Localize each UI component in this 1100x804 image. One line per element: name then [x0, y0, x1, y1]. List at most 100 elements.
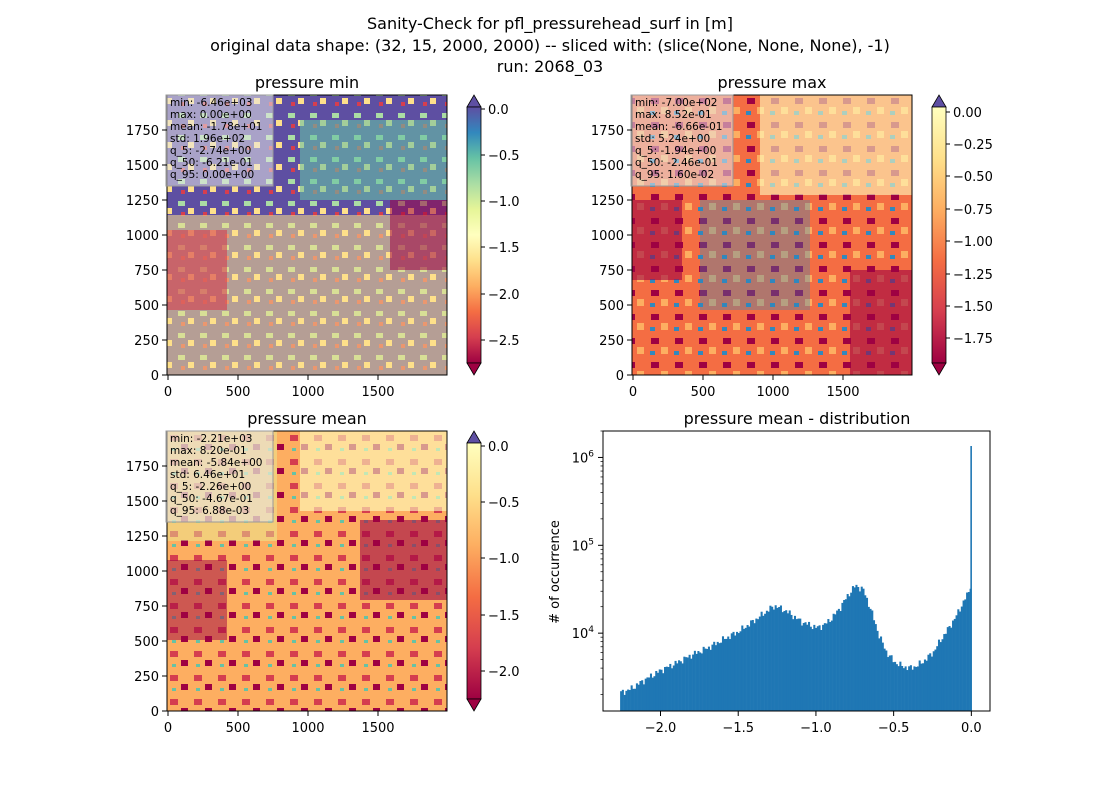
hist-bar [878, 638, 881, 711]
y-tick-label: 1750 [126, 460, 159, 475]
y-tick-label: 500 [134, 635, 159, 650]
colorbar-tick-label: −0.75 [953, 203, 993, 218]
hist-bar [808, 621, 811, 711]
x-axis: 0 500 1000 1500 [164, 711, 395, 736]
hist-bar [902, 668, 905, 711]
hist-bar [637, 684, 640, 711]
y-tick-label: 1250 [126, 530, 159, 545]
hist-bar [678, 660, 681, 711]
hist-bar [873, 620, 876, 711]
hist-bar [850, 592, 853, 711]
stat-line: mean: -6.66e-01 [635, 121, 722, 133]
y-tick-label: 0 [616, 369, 624, 384]
hist-bar [937, 639, 941, 711]
hist-bar [641, 680, 644, 711]
hist-bar [772, 609, 775, 711]
hist-y-tick-label: 106 [572, 449, 595, 466]
hist-bar [871, 610, 874, 711]
hist-bar [952, 620, 955, 711]
hist-bar [664, 667, 667, 711]
hist-x-tick-label: −1.0 [800, 721, 832, 736]
x-axis: 0 500 1000 1500 [164, 375, 395, 400]
hist-bar [674, 660, 677, 711]
hist-bar [776, 607, 779, 711]
colorbar-tick-label: −2.5 [488, 334, 520, 349]
hist-bar [880, 636, 883, 711]
hist-bar [697, 651, 700, 711]
hist-bar [911, 669, 914, 711]
x-tick-label: 500 [691, 385, 716, 400]
hist-bar [648, 677, 651, 711]
stat-line: q_95: 0.00e+00 [170, 169, 254, 181]
hist-bar [669, 663, 672, 711]
figure-title-line-1: Sanity-Check for pfl_pressurehead_surf i… [367, 14, 733, 34]
hist-bar [630, 685, 633, 711]
colorbar-extend-max [466, 430, 482, 444]
hist-bar [830, 620, 833, 711]
y-axis: 0 250 500 750 1000 1250 1500 1750 [126, 124, 167, 384]
hist-bar [667, 667, 670, 711]
hist-bar [906, 670, 909, 711]
colorbar-tick-label: 0.0 [488, 440, 509, 455]
y-tick-label: 750 [599, 264, 624, 279]
hist-bar [799, 618, 802, 711]
hist-bar [625, 690, 628, 711]
colorbar-extend-min [931, 362, 947, 376]
hist-bar [760, 611, 763, 711]
hist-bar [693, 650, 696, 711]
hist-bar [623, 694, 626, 711]
hist-bar [802, 622, 805, 711]
figure-title-line-2: original data shape: (32, 15, 2000, 2000… [210, 36, 890, 55]
stat-line: max: 0.00e+00 [170, 109, 252, 121]
hist-bar [635, 683, 638, 711]
colorbar: 0.0 −0.5 −1.0 −1.5 −2.0 [466, 430, 520, 712]
hist-bar [720, 642, 723, 711]
y-tick-label: 1750 [591, 124, 624, 139]
hist-bar [779, 605, 782, 711]
panel-title: pressure min [255, 73, 359, 92]
y-tick-label: 1500 [126, 159, 159, 174]
colorbar-tick-label: −1.50 [953, 300, 993, 315]
hist-bar [746, 625, 749, 711]
hist-bar [753, 623, 756, 711]
hist-bar [941, 639, 944, 711]
hist-x-tick-label: −2.0 [645, 721, 677, 736]
y-tick-label: 750 [134, 600, 159, 615]
stat-line: q_50: -4.67e-01 [170, 493, 253, 505]
hist-bar [887, 657, 890, 711]
hist-bar [679, 661, 682, 711]
hist-bar [822, 624, 825, 711]
hist-bar [841, 602, 844, 711]
hist-bar [816, 626, 819, 711]
stat-line: q_95: 6.88e-03 [170, 505, 249, 517]
hist-bar [774, 605, 777, 711]
hist-bar [660, 669, 663, 711]
hist-bar [741, 625, 744, 711]
hist-bar [934, 649, 937, 711]
hist-bar-spike [970, 446, 972, 711]
hist-bar [676, 663, 679, 711]
hist-bar [788, 610, 791, 711]
hist-bar [743, 628, 746, 711]
y-tick-label: 250 [134, 670, 159, 685]
hist-bar [818, 625, 821, 711]
hist-x-tick-label: −1.5 [722, 721, 754, 736]
stat-line: q_5: -1.94e+00 [635, 145, 716, 157]
x-tick-label: 1000 [756, 385, 789, 400]
x-tick-label: 500 [226, 385, 251, 400]
hist-y-axis: 104 105 106 [572, 430, 603, 695]
hist-bar [790, 614, 793, 711]
hist-bar [943, 634, 946, 711]
y-tick-label: 1000 [126, 229, 159, 244]
hist-bar [827, 619, 830, 711]
stat-line: min: -7.00e+02 [635, 97, 717, 109]
hist-bar [829, 622, 832, 711]
hist-bar [857, 587, 860, 711]
hist-bar [644, 678, 647, 711]
panel-title: pressure max [717, 73, 826, 92]
hist-bar [885, 650, 888, 711]
hist-bar [899, 661, 902, 711]
hist-bar [932, 651, 935, 711]
hist-bar [843, 600, 846, 711]
hist-bar [851, 586, 854, 711]
